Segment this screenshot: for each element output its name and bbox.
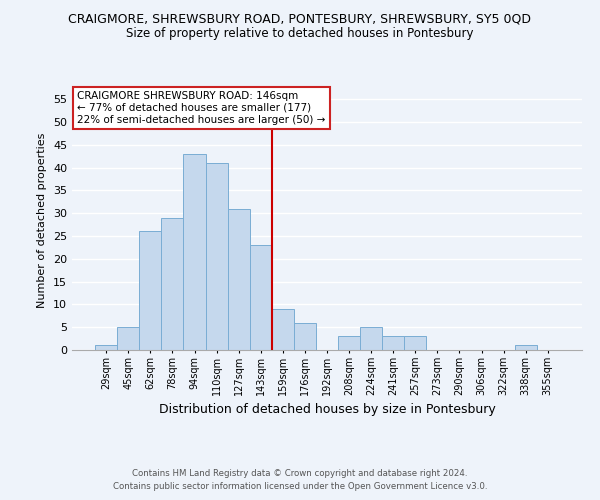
Bar [117, 327, 139, 350]
Bar [95, 346, 117, 350]
Text: Contains HM Land Registry data © Crown copyright and database right 2024.: Contains HM Land Registry data © Crown c… [132, 468, 468, 477]
Bar [515, 346, 537, 350]
Bar [227, 208, 250, 350]
Bar [404, 336, 427, 350]
Text: Contains public sector information licensed under the Open Government Licence v3: Contains public sector information licen… [113, 482, 487, 491]
Bar [161, 218, 184, 350]
X-axis label: Distribution of detached houses by size in Pontesbury: Distribution of detached houses by size … [158, 404, 496, 416]
Bar [382, 336, 404, 350]
Text: CRAIGMORE SHREWSBURY ROAD: 146sqm
← 77% of detached houses are smaller (177)
22%: CRAIGMORE SHREWSBURY ROAD: 146sqm ← 77% … [77, 92, 325, 124]
Bar [250, 245, 272, 350]
Bar [360, 327, 382, 350]
Y-axis label: Number of detached properties: Number of detached properties [37, 132, 47, 308]
Text: Size of property relative to detached houses in Pontesbury: Size of property relative to detached ho… [126, 28, 474, 40]
Bar [294, 322, 316, 350]
Bar [139, 232, 161, 350]
Text: CRAIGMORE, SHREWSBURY ROAD, PONTESBURY, SHREWSBURY, SY5 0QD: CRAIGMORE, SHREWSBURY ROAD, PONTESBURY, … [68, 12, 532, 26]
Bar [206, 163, 227, 350]
Bar [184, 154, 206, 350]
Bar [338, 336, 360, 350]
Bar [272, 309, 294, 350]
